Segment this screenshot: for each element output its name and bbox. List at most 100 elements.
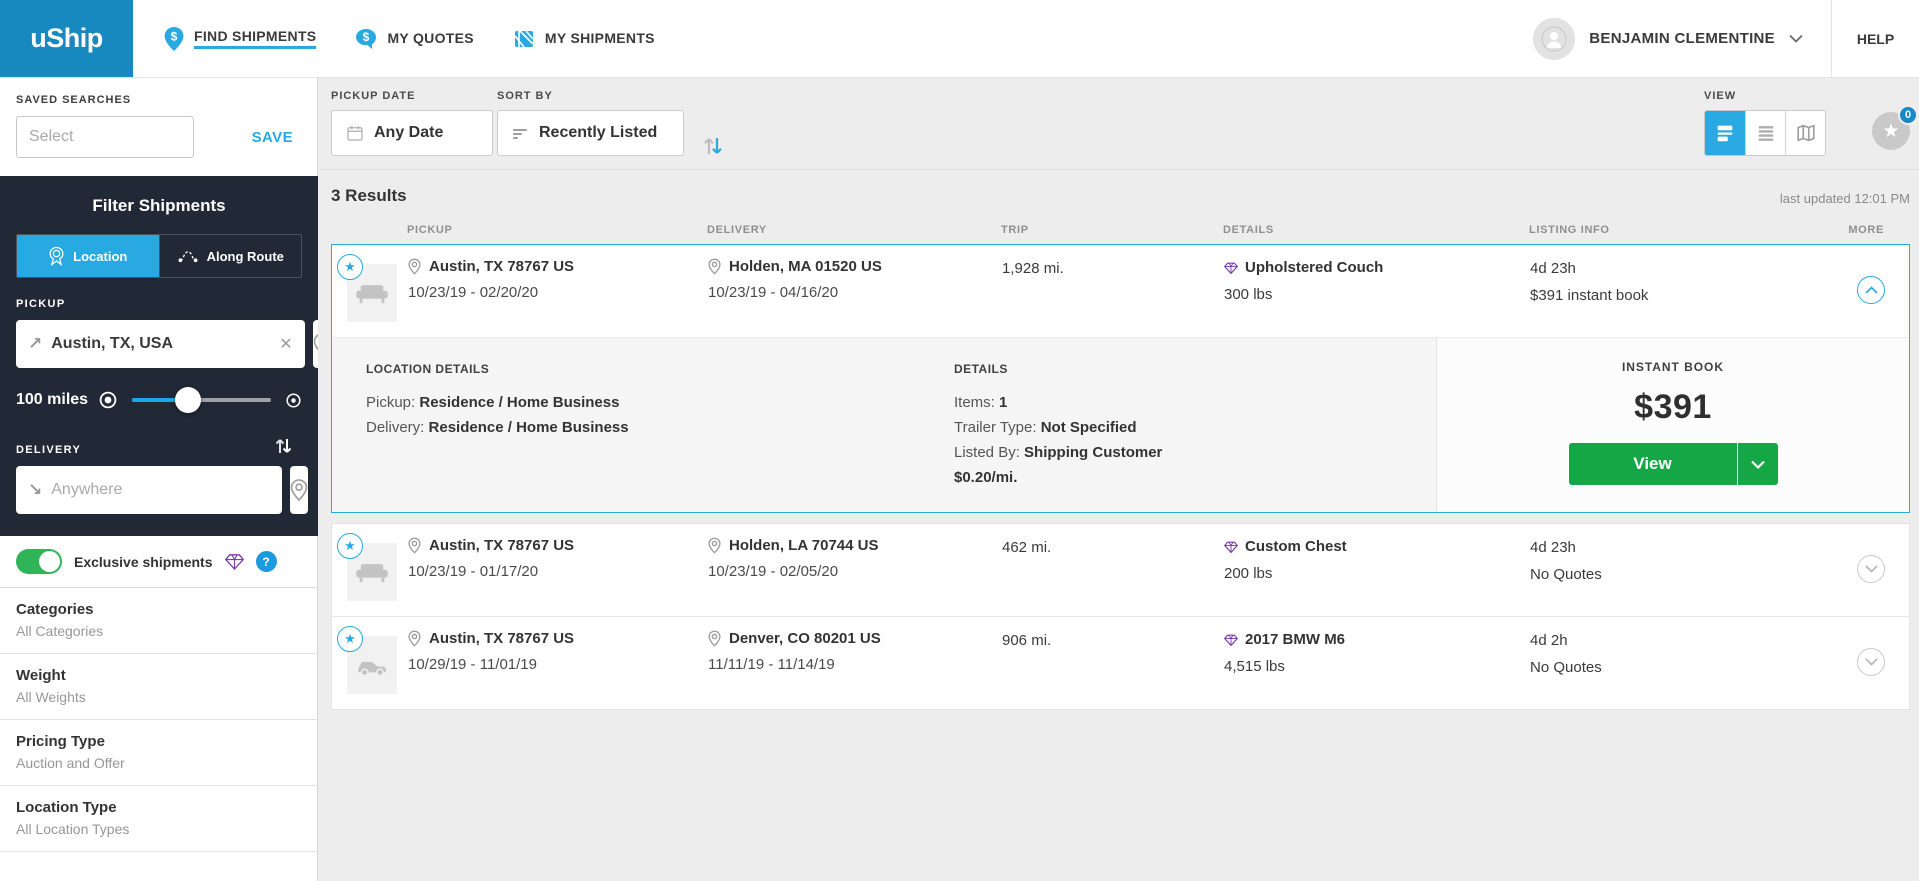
filter-item-weight[interactable]: Weight All Weights — [0, 654, 317, 720]
column-header-details: DETAILS — [1223, 224, 1274, 236]
shipment-card-expanded: ★ Austin, TX 78767 US 10/23/19 - 02/20/2… — [331, 244, 1910, 513]
item-name: 2017 BMW M6 — [1245, 631, 1346, 648]
nav-item-my-shipments[interactable]: MY SHIPMENTS — [512, 27, 655, 51]
column-header-pickup: PICKUP — [407, 224, 453, 236]
pickup-location: Austin, TX 78767 US — [429, 630, 575, 647]
column-header-delivery: DELIVERY — [707, 224, 767, 236]
nav-label-find-shipments: FIND SHIPMENTS — [194, 28, 317, 49]
uship-logo[interactable]: uShip — [0, 0, 133, 77]
tab-location[interactable]: Location — [17, 235, 159, 277]
filter-item-categories[interactable]: Categories All Categories — [0, 588, 317, 654]
instant-book-price: $391 — [1634, 388, 1712, 426]
pickup-label: PICKUP — [16, 298, 66, 310]
svg-text:$: $ — [171, 29, 178, 43]
nav-item-my-quotes[interactable]: $ MY QUOTES — [354, 27, 474, 51]
trip-distance: 906 mi. — [1002, 632, 1052, 649]
delivery-input[interactable] — [51, 481, 271, 499]
view-dropdown-button[interactable] — [1736, 443, 1778, 485]
card-list-icon — [1717, 125, 1733, 142]
user-menu[interactable]: BENJAMIN CLEMENTINE — [1533, 0, 1831, 77]
tab-along-route[interactable]: Along Route — [158, 235, 302, 277]
sort-by-label: SORT BY — [497, 90, 553, 102]
pickup-date-label: PICKUP DATE — [331, 90, 416, 102]
map-icon — [1796, 124, 1815, 142]
favorites-button[interactable]: ★ 0 — [1872, 105, 1918, 150]
column-header-trip: TRIP — [1001, 224, 1029, 236]
expand-row-button[interactable] — [1857, 555, 1885, 583]
location-pin-icon — [48, 246, 65, 266]
help-button[interactable]: HELP — [1831, 0, 1919, 77]
swap-locations-icon[interactable] — [274, 436, 292, 456]
primary-nav: $ FIND SHIPMENTS $ MY QUOTES MY SHIPMENT… — [163, 0, 655, 77]
details-heading: DETAILS — [954, 362, 1008, 376]
package-icon — [512, 27, 536, 51]
trailer-type-row: Trailer Type: Not Specified — [954, 419, 1137, 436]
calendar-icon — [346, 124, 364, 142]
slider-thumb[interactable] — [174, 387, 201, 413]
radius-slider[interactable] — [132, 387, 271, 413]
item-weight: 300 lbs — [1224, 286, 1273, 303]
filter-item-location-type[interactable]: Location Type All Location Types — [0, 786, 317, 852]
help-circle-icon[interactable]: ? — [255, 551, 277, 572]
chevron-down-icon — [1750, 460, 1765, 469]
pin-icon — [708, 537, 721, 554]
pin-icon — [708, 630, 721, 647]
pin-icon — [408, 537, 421, 554]
nav-item-find-shipments[interactable]: $ FIND SHIPMENTS — [163, 26, 317, 52]
target-icon[interactable] — [285, 392, 302, 409]
filter-item-pricing-type[interactable]: Pricing Type Auction and Offer — [0, 720, 317, 786]
avatar — [1533, 17, 1576, 60]
delivery-pin-button[interactable] — [290, 466, 309, 514]
shipment-row[interactable]: ★ Austin, TX 78767 US 10/23/19 - 02/20/2… — [332, 245, 1909, 337]
saved-searches-label: SAVED SEARCHES — [16, 94, 132, 106]
filter-item-value: All Categories — [16, 623, 104, 639]
map-pin-icon — [290, 479, 308, 501]
favorite-star-button[interactable]: ★ — [337, 533, 363, 559]
save-button[interactable]: SAVE — [251, 128, 293, 146]
favorite-star-button[interactable]: ★ — [337, 254, 363, 280]
filter-item-value: Auction and Offer — [16, 755, 125, 771]
pin-icon — [408, 258, 421, 275]
shipment-row[interactable]: ★ Austin, TX 78767 US 10/29/19 - 11/01/1… — [332, 616, 1909, 709]
expand-row-button[interactable] — [1857, 648, 1885, 676]
favorite-star-button[interactable]: ★ — [337, 626, 363, 652]
pickup-dates: 10/23/19 - 01/17/20 — [408, 563, 539, 580]
shipment-row[interactable]: ★ Austin, TX 78767 US 10/23/19 - 01/17/2… — [332, 524, 1909, 616]
listed-by-row: Listed By: Shipping Customer — [954, 444, 1163, 461]
uship-logo-text: uShip — [30, 23, 103, 53]
results-toolbar: PICKUP DATE Any Date SORT BY Recently Li… — [318, 78, 1919, 170]
trip-distance: 1,928 mi. — [1002, 260, 1064, 277]
radius-row: 100 miles — [16, 387, 302, 413]
help-label: HELP — [1856, 30, 1895, 47]
radio-target-icon[interactable] — [98, 390, 118, 410]
view-label: VIEW — [1704, 90, 1737, 102]
items-row: Items: 1 — [954, 394, 1008, 411]
sort-by-value: Recently Listed — [539, 124, 658, 141]
filter-panel: Filter Shipments Location Along Route PI… — [0, 176, 331, 514]
exclusive-toggle[interactable] — [16, 549, 62, 574]
filter-title: Filter Shipments — [92, 196, 226, 215]
pickup-date-select[interactable]: Any Date — [331, 110, 493, 156]
delivery-dates: 10/23/19 - 02/05/20 — [708, 563, 839, 580]
view-map-button[interactable] — [1785, 111, 1825, 155]
view-list-button[interactable] — [1745, 111, 1785, 155]
car-icon — [358, 661, 386, 677]
dollar-pin-icon: $ — [163, 26, 185, 52]
item-weight: 200 lbs — [1224, 565, 1273, 582]
item-weight: 4,515 lbs — [1224, 658, 1285, 675]
delivery-input-wrap: ↘ — [16, 466, 283, 514]
view-card-button[interactable] — [1705, 111, 1745, 155]
collapse-row-button[interactable] — [1857, 276, 1885, 304]
saved-searches-select[interactable] — [16, 116, 194, 158]
search-mode-tabs: Location Along Route — [16, 234, 302, 278]
delivery-location: Holden, LA 70744 US — [729, 537, 879, 554]
sort-by-select[interactable]: Recently Listed — [497, 110, 684, 156]
item-name: Custom Chest — [1245, 538, 1347, 555]
clear-pickup-icon[interactable]: ✕ — [279, 336, 293, 353]
pickup-input[interactable] — [51, 335, 271, 353]
sort-direction-icon[interactable] — [702, 134, 724, 158]
pickup-type-row: Pickup: Residence / Home Business — [366, 394, 620, 411]
delivery-location: Denver, CO 80201 US — [729, 630, 881, 647]
slider-fill — [132, 398, 188, 402]
view-button[interactable]: View — [1568, 443, 1737, 485]
